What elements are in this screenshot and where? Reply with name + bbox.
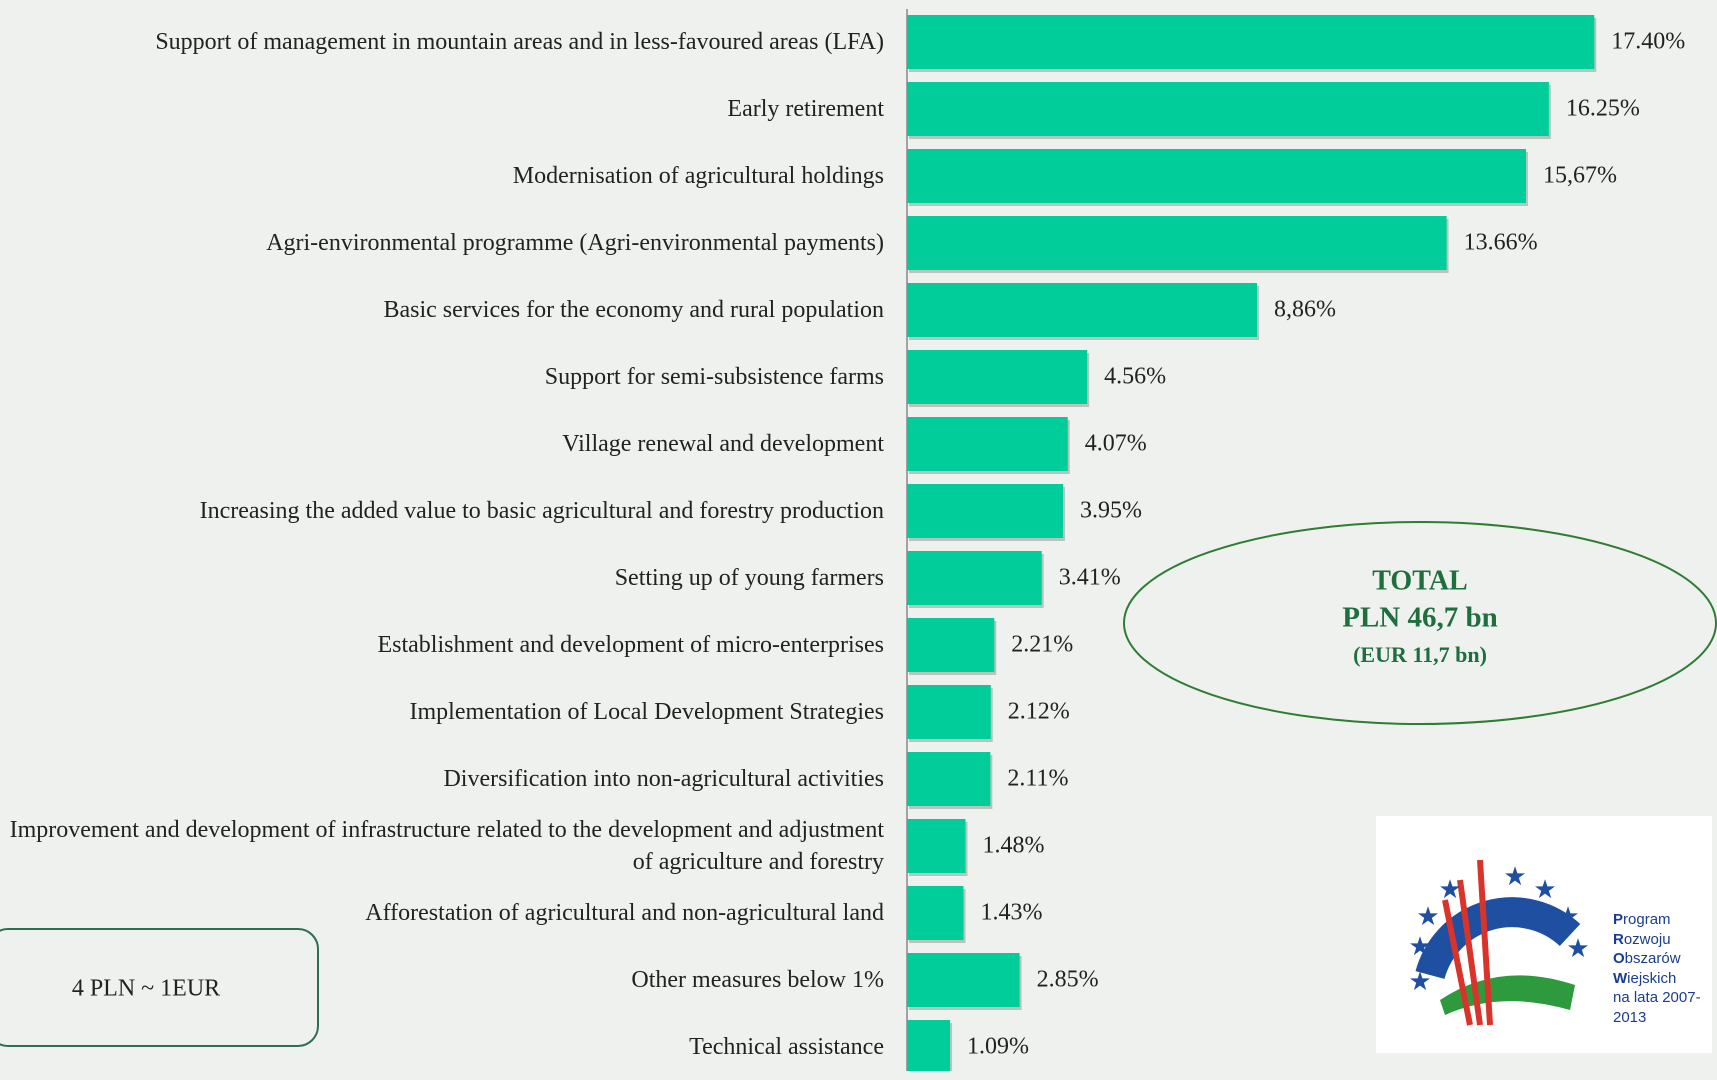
category-text: Technical assistance xyxy=(689,1034,884,1060)
category-label: Other measures below 1% xyxy=(0,947,884,1013)
star: ★ xyxy=(1556,902,1579,932)
bar xyxy=(907,82,1549,136)
star: ★ xyxy=(1533,875,1556,905)
rate-text: 4 PLN ~ 1EUR xyxy=(72,976,220,1002)
logo-word: Rozwoju xyxy=(1613,930,1671,948)
bar xyxy=(907,1020,951,1071)
category-text: Establishment and development of micro-e… xyxy=(377,632,884,658)
value-label: 13.66% xyxy=(1464,230,1538,256)
value-label: 4.56% xyxy=(1104,364,1166,390)
bar xyxy=(907,618,995,672)
category-label: Agri-environmental programme (Agri-envir… xyxy=(0,210,884,276)
logo-word: na lata 2007-2013 xyxy=(1613,989,1701,1026)
bar xyxy=(907,685,991,739)
star: ★ xyxy=(1503,862,1526,892)
star: ★ xyxy=(1408,932,1431,962)
value-label: 17.40% xyxy=(1611,29,1685,55)
category-label: Basic services for the economy and rural… xyxy=(0,277,884,343)
logo-word: Program xyxy=(1613,911,1671,928)
bar xyxy=(907,350,1088,404)
category-label: Support for semi-subsistence farms xyxy=(0,344,884,410)
total-label: TOTAL xyxy=(1372,565,1467,596)
category-text: Modernisation of agricultural holdings xyxy=(512,163,884,189)
category-text: Afforestation of agricultural and non-ag… xyxy=(365,900,884,926)
category-label: Increasing the added value to basic agri… xyxy=(0,478,884,544)
value-label: 15,67% xyxy=(1543,163,1617,189)
category-label: Village renewal and development xyxy=(0,411,884,477)
logo-wheat xyxy=(1442,859,1493,1026)
bar xyxy=(907,752,991,806)
category-label: Establishment and development of micro-e… xyxy=(0,612,884,678)
category-text: Village renewal and development xyxy=(562,431,884,457)
value-label: 1.48% xyxy=(982,833,1044,859)
value-label: 16.25% xyxy=(1566,96,1640,122)
logo-arc xyxy=(1415,897,1581,980)
category-text: Basic services for the economy and rural… xyxy=(383,297,884,323)
category-text: Setting up of young farmers xyxy=(614,565,884,591)
category-label: Modernisation of agricultural holdings xyxy=(0,143,884,209)
value-label: 2.85% xyxy=(1037,967,1099,993)
category-label: Afforestation of agricultural and non-ag… xyxy=(0,880,884,946)
category-label: Improvement and development of infrastru… xyxy=(0,813,884,879)
logo-text: Program Rozwoju Obszarów Wiejskich na la… xyxy=(1613,910,1717,1027)
star: ★ xyxy=(1438,875,1461,905)
category-label: Technical assistance xyxy=(0,1014,884,1080)
value-label: 3.41% xyxy=(1059,565,1121,591)
star: ★ xyxy=(1416,902,1439,932)
logo: ★ ★ ★ ★ ★ ★ ★ ★ xyxy=(1376,816,1712,1053)
category-text: Implementation of Local Development Stra… xyxy=(409,699,884,725)
category-text: Increasing the added value to basic agri… xyxy=(199,498,884,524)
category-text: Other measures below 1% xyxy=(631,967,884,993)
category-text: Agri-environmental programme (Agri-envir… xyxy=(266,230,884,256)
bar xyxy=(907,819,966,873)
category-label: Diversification into non-agricultural ac… xyxy=(0,746,884,812)
value-label: 1.09% xyxy=(967,1034,1029,1060)
bar xyxy=(907,283,1257,337)
bar xyxy=(907,953,1020,1007)
logo-word: Obszarów xyxy=(1613,950,1681,967)
star: ★ xyxy=(1408,967,1431,997)
bar xyxy=(907,886,964,940)
rate-box xyxy=(0,928,319,1047)
value-label: 2.21% xyxy=(1011,632,1073,658)
value-label: 2.12% xyxy=(1008,699,1070,725)
total-eur: (EUR 11,7 bn) xyxy=(1353,642,1487,667)
category-text: Support of management in mountain areas … xyxy=(155,29,884,55)
category-label: Early retirement xyxy=(0,76,884,142)
value-label: 2.11% xyxy=(1007,766,1068,792)
bar xyxy=(907,417,1068,471)
bar xyxy=(907,216,1447,270)
value-label: 1.43% xyxy=(980,900,1042,926)
category-text: Diversification into non-agricultural ac… xyxy=(443,766,884,792)
total-pln: PLN 46,7 bn xyxy=(1342,602,1498,634)
bar xyxy=(907,15,1595,69)
value-label: 3.95% xyxy=(1080,498,1142,524)
category-text: Early retirement xyxy=(727,96,884,122)
value-label: 4.07% xyxy=(1085,431,1147,457)
bar xyxy=(907,149,1526,203)
category-label: Implementation of Local Development Stra… xyxy=(0,679,884,745)
value-label: 8,86% xyxy=(1274,297,1336,323)
bar xyxy=(907,551,1042,605)
bar xyxy=(907,484,1064,538)
star: ★ xyxy=(1566,934,1589,964)
category-label: Setting up of young farmers xyxy=(0,545,884,611)
total-ellipse xyxy=(1123,521,1717,725)
logo-word: Wiejskich xyxy=(1613,969,1677,987)
logo-stars: ★ ★ ★ ★ ★ ★ ★ ★ xyxy=(1408,862,1589,997)
category-text: Support for semi-subsistence farms xyxy=(544,364,884,390)
category-label: Support of management in mountain areas … xyxy=(0,9,884,75)
category-text: Improvement and development of infrastru… xyxy=(9,817,884,875)
